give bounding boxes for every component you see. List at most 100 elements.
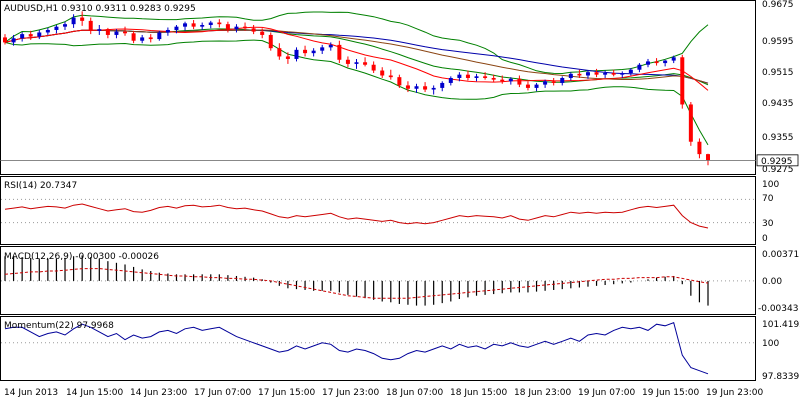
rsi-panel-title: RSI(14) 20.7347: [4, 181, 77, 191]
candle-body: [285, 56, 290, 59]
candle-body: [148, 37, 153, 40]
candle-body: [311, 50, 316, 54]
candle-body: [620, 73, 625, 75]
candle-body: [645, 61, 650, 65]
macd-panel-title: MACD(12,26,9) -0.00300 -0.00026: [4, 252, 159, 262]
time-axis-label: 17 Jun 23:00: [322, 388, 379, 398]
candle-body: [191, 23, 196, 27]
macd-panel-frame: [0, 246, 756, 315]
macd-axis-label: -0.00343: [758, 304, 798, 314]
candle-body: [603, 73, 608, 75]
candle-body: [680, 57, 685, 105]
candle-body: [688, 104, 693, 142]
candle-body: [405, 85, 410, 89]
candle-body: [123, 31, 128, 34]
candle-body: [371, 64, 376, 71]
candle-body: [251, 28, 256, 32]
candle-body: [80, 17, 85, 21]
candle-body: [491, 77, 496, 80]
candle-body: [294, 49, 299, 59]
candle-body: [663, 60, 668, 64]
price-axis: 0.9675 0.9595 0.9515 0.9435 0.9355 0.927…: [762, 0, 794, 175]
candle-body: [448, 77, 453, 83]
candle-body: [706, 154, 710, 161]
candle-body: [611, 73, 616, 75]
time-axis-label: 17 Jun 07:00: [194, 388, 251, 398]
candle-body: [568, 73, 573, 78]
candle-body: [483, 76, 488, 78]
rsi-panel-frame: [0, 176, 756, 245]
candle-body: [320, 47, 325, 51]
candle-body: [114, 31, 119, 35]
candle-body: [174, 26, 179, 30]
price-panel-title: AUDUSD,H1 0.9310 0.9311 0.9283 0.9295: [4, 4, 196, 14]
candle-body: [88, 20, 93, 31]
macd-signal-line: [4, 268, 709, 299]
candle-body: [517, 78, 522, 85]
candle-body: [328, 44, 333, 48]
time-axis-label: 14 Jun 15:00: [66, 388, 123, 398]
rsi-axis-label: 70: [762, 194, 774, 204]
candle-body: [277, 48, 282, 57]
candle-body: [140, 37, 145, 41]
time-axis-label: 14 Jun 2013: [4, 388, 58, 398]
candle-body: [431, 87, 436, 90]
momentum-axis-label: 97.8339: [762, 372, 799, 382]
candle-body: [414, 86, 419, 89]
candle-body: [54, 26, 59, 30]
candle-body: [543, 81, 548, 85]
time-axis-label: 14 Jun 23:00: [130, 388, 187, 398]
macd-axis-label: 0.00: [762, 277, 782, 287]
rsi-axis-label: 30: [762, 219, 774, 229]
candle-body: [63, 24, 68, 27]
candle-body: [594, 72, 599, 75]
candle-body: [500, 79, 505, 82]
candle-body: [37, 32, 42, 37]
price-axis-label: 0.9675: [762, 0, 794, 10]
candle-body: [105, 29, 110, 35]
candle-body: [165, 29, 170, 33]
momentum-panel: 101.4192 100 97.8339 Momentum(22) 97.996…: [0, 316, 800, 382]
time-axis-label: 18 Jun 15:00: [450, 388, 507, 398]
candle-body: [337, 44, 342, 60]
candle-body: [671, 57, 676, 61]
candle-body: [423, 86, 428, 90]
candle-body: [637, 64, 642, 70]
price-panel-frame: [0, 0, 756, 175]
price-axis-label: 0.9595: [762, 37, 794, 47]
candle-body: [560, 77, 565, 83]
candle-body: [345, 59, 350, 64]
candle-body: [71, 17, 76, 25]
candle-body: [551, 81, 556, 83]
bollinger-middle-line: [4, 28, 709, 86]
time-axis-label: 17 Jun 15:00: [258, 388, 315, 398]
candle-body: [508, 78, 513, 82]
momentum-panel-frame: [0, 316, 756, 381]
momentum-axis-label: 100: [762, 339, 779, 349]
moving-average-fast-line: [4, 26, 709, 91]
time-axis-label: 19 Jun 15:00: [642, 388, 699, 398]
candle-body: [457, 74, 462, 78]
time-axis: 14 Jun 2013 14 Jun 15:00 14 Jun 23:00 17…: [4, 388, 763, 398]
candle-body: [525, 84, 530, 88]
candle-body: [217, 22, 222, 25]
candle-body: [11, 38, 16, 43]
candle-body: [585, 72, 590, 76]
price-axis-label: 0.9435: [762, 99, 794, 109]
candle-body: [397, 77, 402, 86]
rsi-line: [4, 203, 709, 229]
candle-body: [268, 34, 273, 49]
macd-panel: 0.00371 0.00 -0.00343 MACD(12,26,9) -0.0…: [0, 246, 799, 315]
candle-body: [388, 75, 393, 78]
moving-average-slow-line: [4, 29, 709, 84]
candle-body: [440, 82, 445, 88]
candle-body: [654, 61, 659, 64]
candle-body: [97, 29, 102, 31]
candle-body: [131, 33, 136, 41]
candle-body: [534, 84, 539, 88]
moving-average-mid-line: [4, 29, 709, 84]
candle-body: [28, 34, 33, 37]
candle-body: [628, 69, 633, 74]
price-axis-label: 0.9275: [762, 165, 794, 175]
momentum-line: [4, 321, 709, 375]
